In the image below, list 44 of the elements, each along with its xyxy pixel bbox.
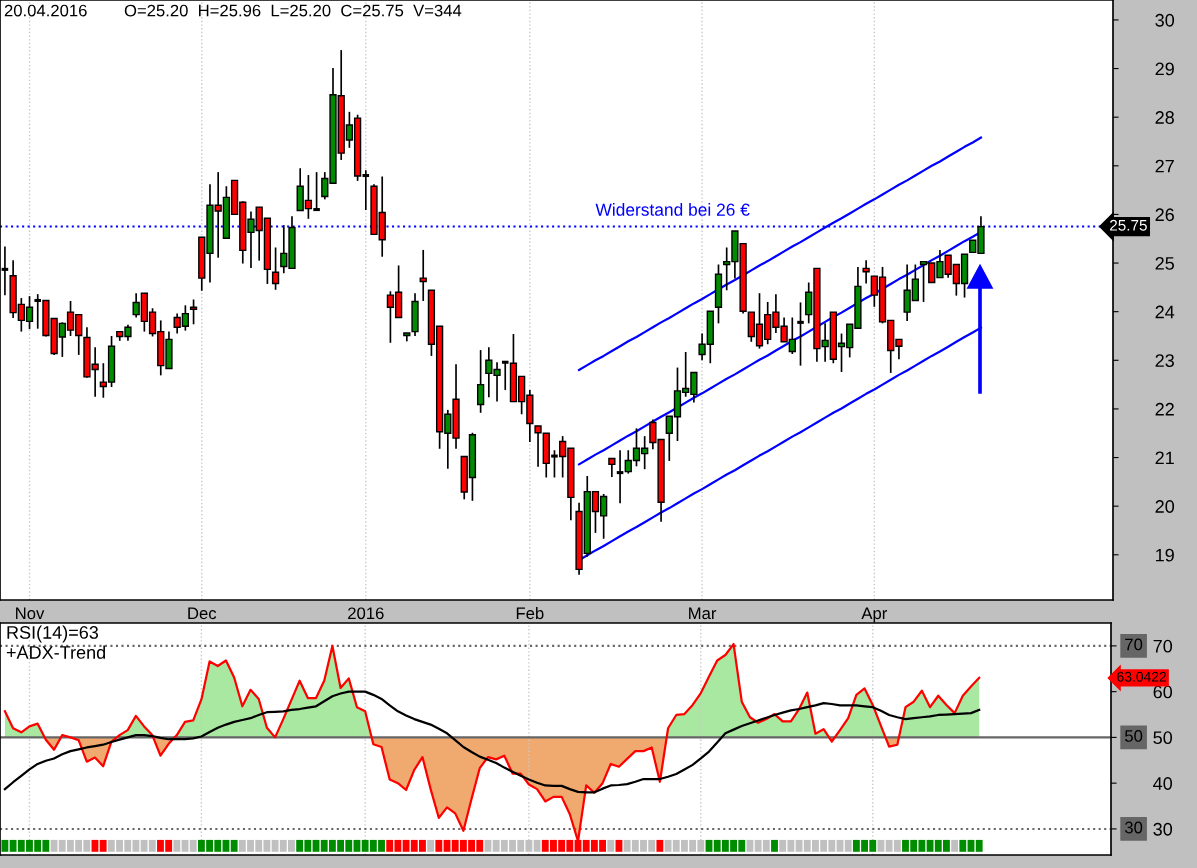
ref-line-label: 25.75 <box>1110 219 1147 231</box>
candlestick <box>862 259 870 285</box>
candlestick <box>608 457 616 478</box>
candlestick <box>419 249 427 302</box>
ref-line-label: 50 <box>1125 730 1143 742</box>
ref-line-label: 30 <box>1124 821 1143 834</box>
y-tick-label: 22 <box>1155 402 1174 416</box>
chart-subtitle: O=25.20 H=25.96 L=25.20 C=25.75 V=344 <box>124 4 462 17</box>
text: 63.0422 <box>1117 671 1167 682</box>
annotation: Widerstand bei 26 € <box>595 203 750 216</box>
y-tick-label: 40 <box>1153 777 1173 790</box>
y-tick-label: 60 <box>1153 685 1173 699</box>
x-tick-label: Dec <box>188 607 217 620</box>
x-tick-label: Mar <box>689 607 717 620</box>
x-tick-label: Feb <box>516 606 544 620</box>
y-tick-label: 25 <box>1155 256 1174 270</box>
y-tick-label: 28 <box>1155 111 1174 124</box>
y-tick-label: 27 <box>1155 159 1174 173</box>
y-tick-label: 50 <box>1153 731 1173 745</box>
line-series <box>3 690 981 794</box>
text: +ADX-Trend <box>6 645 106 659</box>
candlestick <box>534 425 542 468</box>
chart-title: RSI(14)=63 <box>7 625 99 643</box>
y-tick-label: 30 <box>1155 13 1175 27</box>
candlestick <box>271 246 280 291</box>
x-tick-label: Nov <box>16 607 45 620</box>
y-tick-label: 30 <box>1153 822 1173 836</box>
y-tick-label: 20 <box>1155 500 1175 513</box>
ref-line-label: 70 <box>1125 638 1143 651</box>
y-tick-label: 29 <box>1155 62 1174 76</box>
candlestick <box>797 301 804 367</box>
x-tick-label: 2016 <box>348 607 384 620</box>
y-tick-label: 70 <box>1153 639 1173 653</box>
candlestick <box>362 169 371 211</box>
y-tick-label: 24 <box>1155 305 1175 319</box>
chart-title: 20.04.2016 <box>4 4 87 17</box>
candlestick <box>615 449 624 505</box>
y-tick-label: 26 <box>1155 208 1174 222</box>
y-tick-label: 23 <box>1155 354 1174 368</box>
candlestick <box>189 298 198 326</box>
y-tick-label: 19 <box>1156 548 1174 562</box>
y-tick-label: 21 <box>1155 451 1174 465</box>
candlestick <box>476 349 485 414</box>
x-tick-label: Apr <box>861 607 888 623</box>
